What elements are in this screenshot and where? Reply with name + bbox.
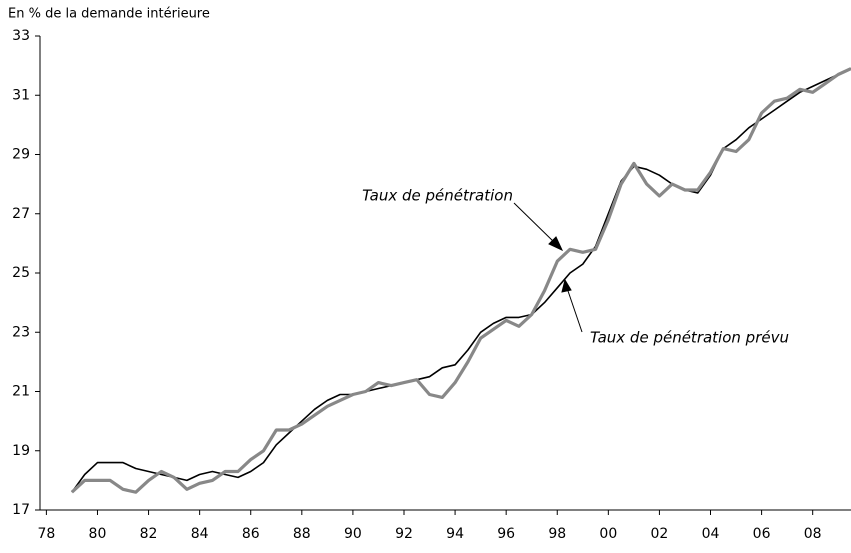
series-line — [70, 67, 851, 494]
x-tick-label: 80 — [89, 526, 107, 542]
y-tick-label: 19 — [12, 443, 30, 459]
x-tick-label: 90 — [344, 526, 362, 542]
annotation: Taux de pénétration prévu — [590, 329, 789, 347]
arrow — [513, 202, 557, 245]
x-tick-label: 96 — [497, 526, 515, 542]
y-tick-label: 25 — [12, 265, 30, 281]
y-tick-label: 29 — [12, 147, 30, 163]
x-tick-label: 82 — [140, 526, 158, 542]
x-tick-label: 78 — [37, 526, 55, 542]
x-tick-label: 02 — [651, 526, 669, 542]
y-axis-label: En % de la demande intérieure — [8, 7, 210, 22]
y-tick-label: 21 — [12, 384, 30, 400]
y-tick-label: 33 — [12, 28, 30, 44]
y-tick-label: 17 — [12, 502, 30, 518]
x-tick-label: 86 — [242, 526, 260, 542]
series-line — [71, 67, 851, 493]
x-tick-label: 08 — [804, 526, 822, 542]
x-tick-label: 88 — [293, 526, 311, 542]
y-tick-label: 27 — [12, 206, 30, 222]
arrow — [566, 287, 583, 333]
x-tick-label: 06 — [753, 526, 771, 542]
x-tick-label: 00 — [599, 526, 617, 542]
annotation: Taux de pénétration — [362, 187, 513, 205]
x-tick-label: 84 — [191, 526, 209, 542]
x-tick-label: 04 — [702, 526, 720, 542]
x-tick-label: 94 — [446, 526, 464, 542]
x-tick-label: 92 — [395, 526, 413, 542]
annotation-arrows — [513, 202, 583, 333]
arrowhead — [548, 236, 564, 252]
y-tick-label: 23 — [12, 324, 30, 340]
y-tick-label: 31 — [12, 87, 30, 103]
arrowhead — [561, 278, 572, 293]
x-tick-label: 98 — [548, 526, 566, 542]
